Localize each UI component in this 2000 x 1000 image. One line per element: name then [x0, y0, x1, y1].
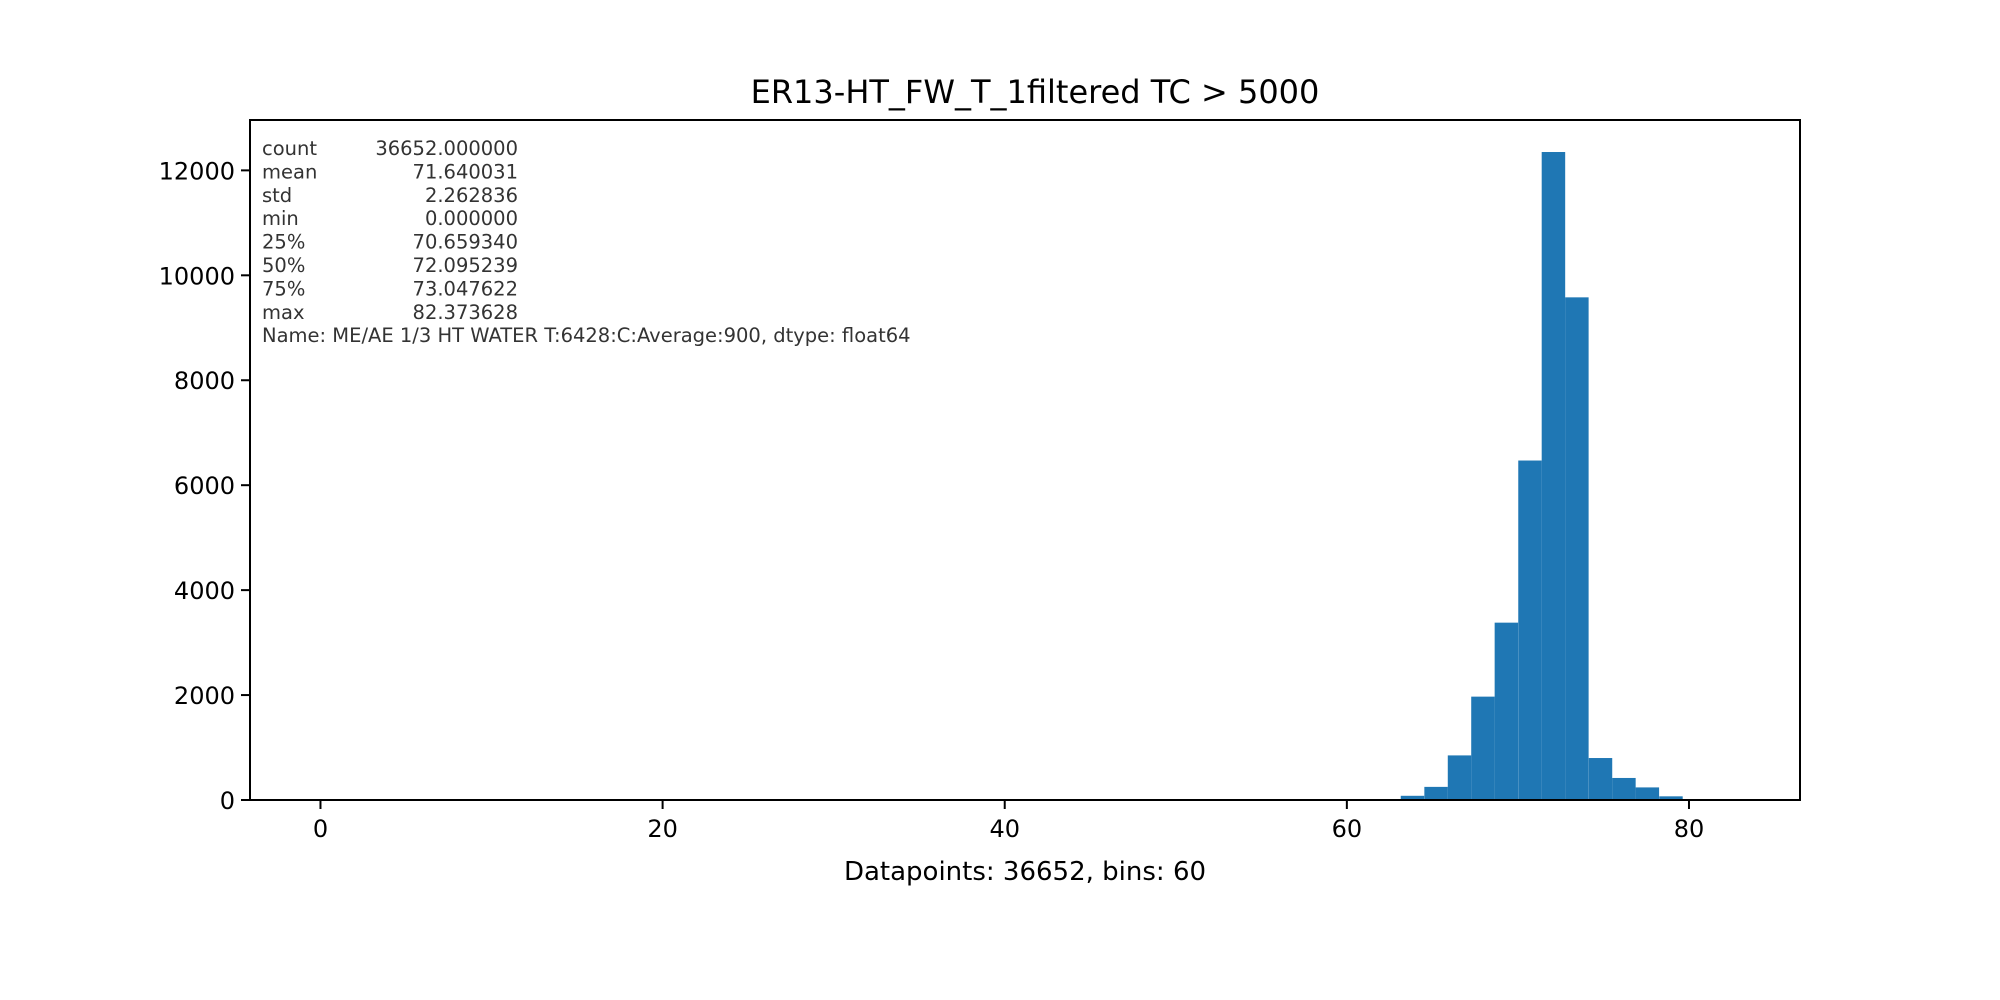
histogram-bar-5	[1518, 460, 1542, 800]
histogram-bar-3	[1471, 696, 1495, 800]
stats-label: count	[262, 137, 317, 160]
y-tick-label: 8000	[174, 367, 235, 395]
histogram-bar-8	[1588, 758, 1613, 800]
chart-title: ER13-HT_FW_T_1filtered TC > 5000	[751, 73, 1320, 111]
stats-label: 50%	[262, 254, 305, 277]
x-tick-label: 60	[1332, 815, 1363, 843]
histogram-bar-6	[1541, 152, 1566, 801]
histogram-bar-10	[1635, 787, 1660, 800]
x-tick-label: 20	[647, 815, 678, 843]
histogram-bar-0	[1400, 795, 1425, 800]
histogram-bar-4	[1494, 622, 1519, 800]
stats-value: 2.262836	[425, 184, 518, 207]
stats-label: 25%	[262, 231, 305, 254]
stats-value: 72.095239	[413, 254, 518, 277]
histogram-bar-7	[1565, 297, 1589, 800]
histogram-bar-9	[1612, 777, 1636, 800]
y-axis: 0 2000 4000 6000 8000 10000 12000	[159, 157, 250, 815]
y-tick-label: 2000	[174, 682, 235, 710]
x-axis: 0 20 40 60 80	[313, 800, 1704, 843]
x-tick-label: 0	[313, 815, 328, 843]
stats-label: mean	[262, 160, 317, 183]
x-tick-label: 40	[989, 815, 1020, 843]
histogram-bar-11	[1659, 796, 1683, 800]
stats-value: 71.640031	[413, 160, 518, 183]
histogram-bar-1	[1424, 786, 1448, 800]
stats-value: 36652.000000	[375, 137, 518, 160]
y-tick-label: 6000	[174, 472, 235, 500]
plot-frame	[249, 119, 1801, 801]
histogram-bars	[1400, 152, 1707, 801]
y-tick-label: 10000	[159, 262, 235, 290]
y-tick-label: 4000	[174, 577, 235, 605]
stats-value: 70.659340	[413, 231, 518, 254]
y-tick-label: 0	[220, 787, 235, 815]
stats-value: 82.373628	[413, 301, 518, 324]
stats-label: min	[262, 207, 299, 230]
x-axis-label: Datapoints: 36652, bins: 60	[844, 857, 1206, 887]
stats-value: 73.047622	[413, 277, 518, 300]
x-tick-label: 80	[1674, 815, 1705, 843]
histogram-bar-2	[1447, 755, 1472, 800]
stats-value: 0.000000	[425, 207, 518, 230]
y-tick-label: 12000	[159, 157, 235, 185]
stats-annotation: count 36652.000000 mean 71.640031 std 2.26283…	[262, 137, 911, 347]
stats-label: 75%	[262, 277, 305, 300]
stats-label: std	[262, 184, 292, 207]
stats-label: max	[262, 301, 305, 324]
stats-footer: Name: ME/AE 1/3 HT WATER T:6428:C:Averag…	[262, 324, 911, 347]
